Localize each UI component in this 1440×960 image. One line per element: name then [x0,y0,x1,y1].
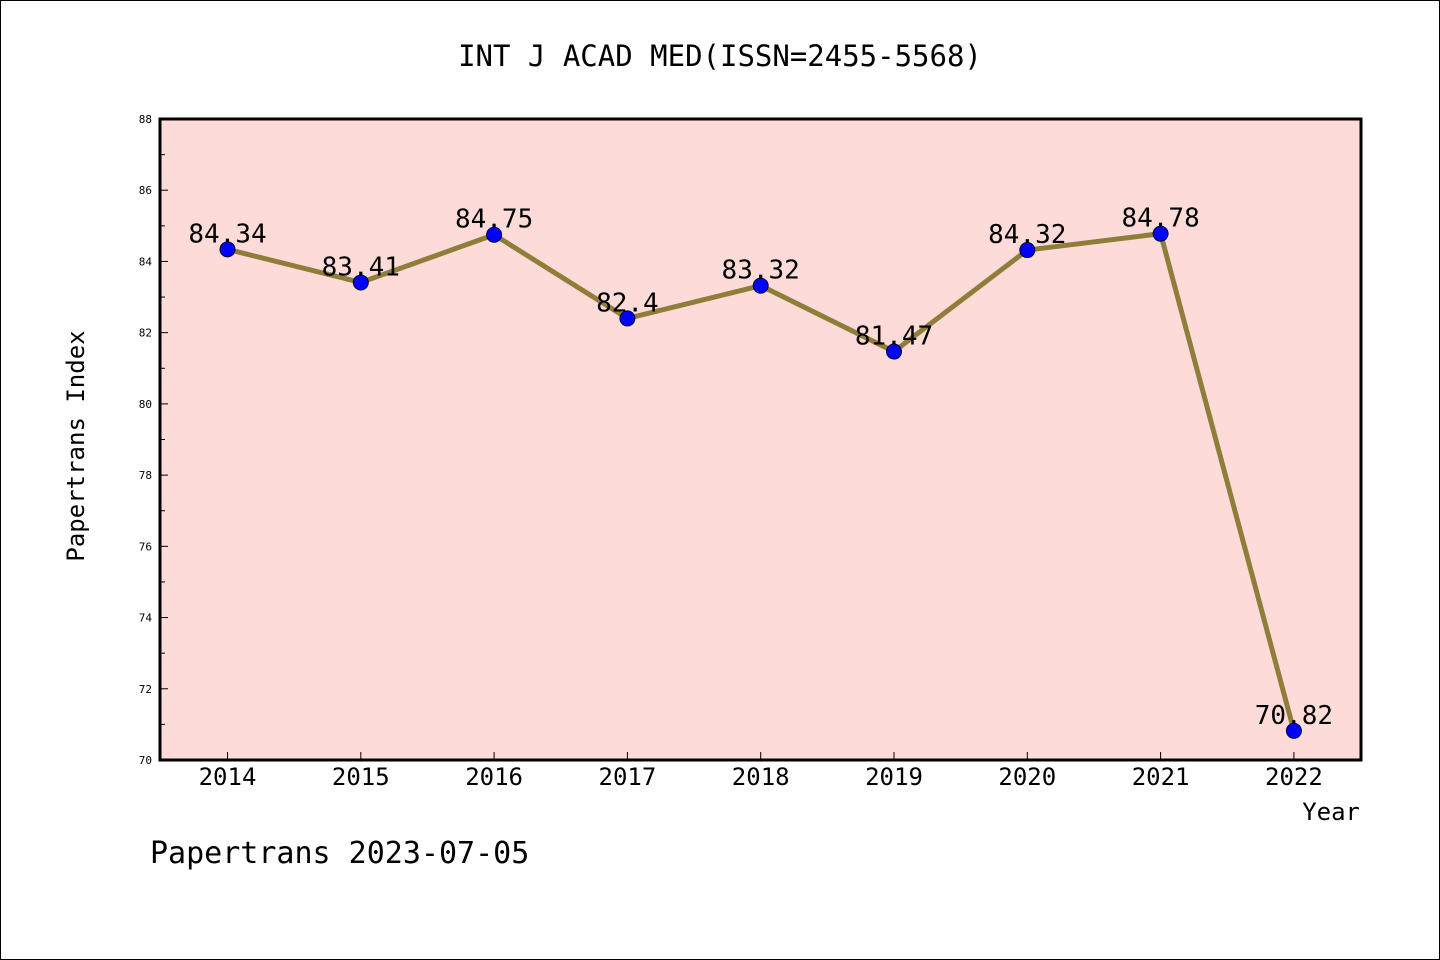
y-tick-label-86: 86 [139,184,152,197]
data-label-2020: 84.32 [988,220,1066,250]
x-axis: 2014 2015 2016 2017 2018 2019 2020 2021 2022 [199,752,1323,791]
y-tick-label-78: 78 [139,469,152,482]
data-point-2017 [619,310,636,327]
data-points [219,225,1302,739]
data-label-2022: 70.82 [1255,701,1333,731]
x-tick-label-2016: 2016 [465,763,523,791]
data-labels: 84.34 83.41 84.75 82.4 83.32 81.47 84.32 84.78 7… [188,204,1333,731]
data-point-2021 [1152,225,1169,242]
x-tick-label-2020: 2020 [998,763,1056,791]
data-point-2020 [1019,242,1036,259]
x-tick-label-2014: 2014 [199,763,257,791]
y-tick-label-70: 70 [139,754,152,767]
data-label-2014: 84.34 [188,219,266,249]
data-label-2021: 84.78 [1121,204,1199,234]
data-point-2016 [486,226,503,243]
data-label-2016: 84.75 [455,205,533,235]
x-tick-label-2015: 2015 [332,763,390,791]
plot-border [158,117,1363,762]
data-label-2018: 83.32 [722,256,800,286]
footer-text: Papertrans 2023-07-05 [150,836,529,871]
y-tick-label-72: 72 [139,683,152,696]
data-label-2017: 82.4 [596,288,659,318]
y-tick-label-76: 76 [139,540,152,553]
chart-title: INT J ACAD MED(ISSN=2455-5568) [458,39,982,73]
y-tick-label-82: 82 [139,327,152,340]
data-point-2019 [886,343,902,360]
x-tick-label-2019: 2019 [865,763,923,791]
x-tick-label-2018: 2018 [732,763,790,791]
data-point-2015 [352,274,369,291]
y-axis-label: Papertrans Index [62,330,90,561]
data-point-2014 [219,241,236,258]
x-tick-label-2017: 2017 [599,763,657,791]
data-point-2022 [1285,722,1302,739]
y-tick-label-80: 80 [139,398,152,411]
data-label-2019: 81.47 [855,322,933,352]
data-label-2015: 83.41 [322,252,400,282]
y-tick-label-88: 88 [139,113,152,126]
x-axis-label: Year [1302,798,1360,826]
x-tick-label-2021: 2021 [1132,763,1190,791]
y-tick-label-84: 84 [139,255,153,268]
data-point-2018 [752,277,769,294]
y-tick-label-74: 74 [139,612,153,625]
x-tick-label-2022: 2022 [1265,763,1323,791]
